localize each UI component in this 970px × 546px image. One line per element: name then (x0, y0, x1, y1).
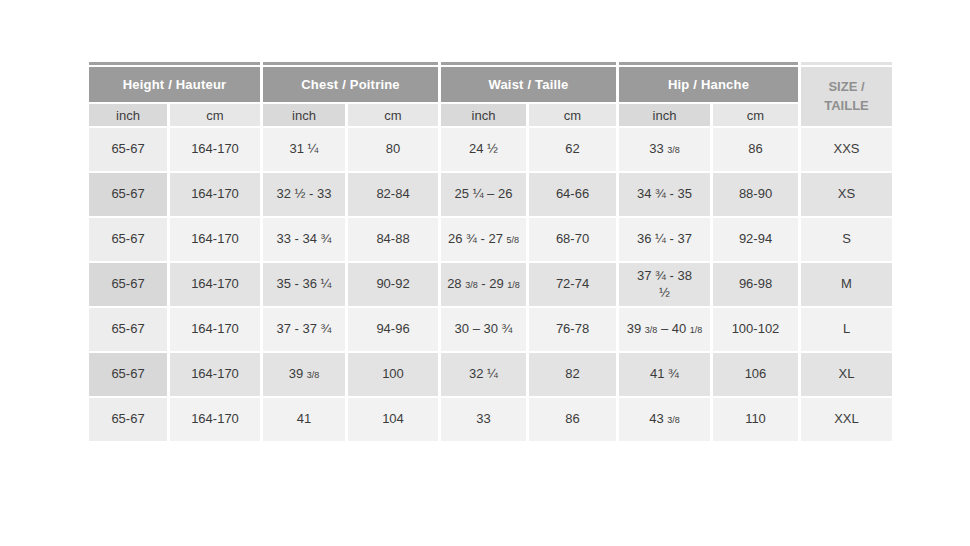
subheader-height-inch: inch (89, 104, 167, 126)
cell-size: S (801, 218, 892, 261)
cell-chest-inch: 41 (263, 398, 345, 441)
cell-waist-inch: 32 ¼ (441, 353, 526, 396)
top-border-row (89, 62, 892, 65)
cell-hip-cm: 86 (713, 128, 798, 171)
cell-height-cm: 164-170 (170, 263, 260, 306)
table-row-s: 65-67 164-170 33 - 34 ¾ 84-88 26 ¾ - 27 … (89, 218, 892, 261)
cell-chest-inch: 31 ¼ (263, 128, 345, 171)
cell-waist-inch: 24 ½ (441, 128, 526, 171)
top-border-segment (441, 62, 616, 65)
subheader-hip-cm: cm (713, 104, 798, 126)
cell-hip-inch: 39 3/8 – 40 1/8 (619, 308, 710, 351)
top-border-segment (89, 62, 260, 65)
subheader-hip-inch: inch (619, 104, 710, 126)
cell-chest-cm: 84-88 (348, 218, 438, 261)
cell-hip-cm: 106 (713, 353, 798, 396)
cell-height-cm: 164-170 (170, 218, 260, 261)
cell-waist-cm: 82 (529, 353, 616, 396)
cell-chest-inch: 32 ½ - 33 (263, 173, 345, 216)
cell-waist-inch: 33 (441, 398, 526, 441)
cell-height-inch: 65-67 (89, 173, 167, 216)
cell-height-inch: 65-67 (89, 263, 167, 306)
cell-waist-inch: 28 3/8 - 29 1/8 (441, 263, 526, 306)
subheader-chest-inch: inch (263, 104, 345, 126)
cell-height-inch: 65-67 (89, 308, 167, 351)
cell-height-cm: 164-170 (170, 173, 260, 216)
cell-hip-cm: 110 (713, 398, 798, 441)
size-chart-table: Height / Hauteur Chest / Poitrine Waist … (86, 60, 895, 443)
column-group-chest: Chest / Poitrine (263, 67, 438, 102)
cell-chest-cm: 104 (348, 398, 438, 441)
cell-waist-cm: 68-70 (529, 218, 616, 261)
cell-hip-inch: 36 ¼ - 37 (619, 218, 710, 261)
cell-hip-cm: 92-94 (713, 218, 798, 261)
cell-chest-cm: 90-92 (348, 263, 438, 306)
cell-waist-inch: 25 ¼ – 26 (441, 173, 526, 216)
cell-height-inch: 65-67 (89, 218, 167, 261)
cell-hip-inch: 37 ¾ - 38 ½ (619, 263, 710, 306)
size-header-line2: TAILLE (802, 97, 891, 116)
subheader-waist-cm: cm (529, 104, 616, 126)
table-row-l: 65-67 164-170 37 - 37 ¾ 94-96 30 – 30 ¾ … (89, 308, 892, 351)
table-row-xxl: 65-67 164-170 41 104 33 86 43 3/8 110 XX… (89, 398, 892, 441)
cell-chest-inch: 33 - 34 ¾ (263, 218, 345, 261)
cell-chest-inch: 39 3/8 (263, 353, 345, 396)
size-header-line1: SIZE / (802, 78, 891, 97)
cell-chest-cm: 94-96 (348, 308, 438, 351)
cell-chest-cm: 100 (348, 353, 438, 396)
table-row-xl: 65-67 164-170 39 3/8 100 32 ¼ 82 41 ¾ 10… (89, 353, 892, 396)
cell-size: XL (801, 353, 892, 396)
cell-hip-inch: 34 ¾ - 35 (619, 173, 710, 216)
table-row-xs: 65-67 164-170 32 ½ - 33 82-84 25 ¼ – 26 … (89, 173, 892, 216)
cell-hip-cm: 96-98 (713, 263, 798, 306)
cell-height-inch: 65-67 (89, 353, 167, 396)
cell-chest-inch: 37 - 37 ¾ (263, 308, 345, 351)
top-border-segment (619, 62, 798, 65)
cell-hip-inch: 33 3/8 (619, 128, 710, 171)
top-border-segment (263, 62, 438, 65)
size-header: SIZE / TAILLE (801, 67, 892, 126)
cell-height-cm: 164-170 (170, 128, 260, 171)
cell-hip-cm: 100-102 (713, 308, 798, 351)
cell-waist-cm: 64-66 (529, 173, 616, 216)
table-row-xxs: 65-67 164-170 31 ¼ 80 24 ½ 62 33 3/8 86 … (89, 128, 892, 171)
subheader-waist-inch: inch (441, 104, 526, 126)
column-group-waist: Waist / Taille (441, 67, 616, 102)
cell-height-cm: 164-170 (170, 308, 260, 351)
cell-waist-cm: 72-74 (529, 263, 616, 306)
cell-hip-cm: 88-90 (713, 173, 798, 216)
subheader-chest-cm: cm (348, 104, 438, 126)
cell-size: M (801, 263, 892, 306)
cell-size: XXL (801, 398, 892, 441)
cell-hip-inch: 41 ¾ (619, 353, 710, 396)
cell-chest-inch: 35 - 36 ¼ (263, 263, 345, 306)
cell-chest-cm: 82-84 (348, 173, 438, 216)
column-group-height: Height / Hauteur (89, 67, 260, 102)
cell-height-inch: 65-67 (89, 398, 167, 441)
table-row-m: 65-67 164-170 35 - 36 ¼ 90-92 28 3/8 - 2… (89, 263, 892, 306)
subheader-row: inch cm inch cm inch cm inch cm (89, 104, 892, 126)
cell-waist-cm: 76-78 (529, 308, 616, 351)
top-border-segment-size (801, 62, 892, 65)
cell-chest-cm: 80 (348, 128, 438, 171)
cell-size: L (801, 308, 892, 351)
cell-waist-cm: 86 (529, 398, 616, 441)
cell-height-cm: 164-170 (170, 353, 260, 396)
cell-hip-inch: 43 3/8 (619, 398, 710, 441)
cell-waist-inch: 26 ¾ - 27 5/8 (441, 218, 526, 261)
header-row: Height / Hauteur Chest / Poitrine Waist … (89, 67, 892, 102)
cell-height-cm: 164-170 (170, 398, 260, 441)
column-group-hip: Hip / Hanche (619, 67, 798, 102)
cell-waist-cm: 62 (529, 128, 616, 171)
size-chart: Height / Hauteur Chest / Poitrine Waist … (86, 60, 895, 443)
subheader-height-cm: cm (170, 104, 260, 126)
cell-height-inch: 65-67 (89, 128, 167, 171)
cell-waist-inch: 30 – 30 ¾ (441, 308, 526, 351)
cell-size: XXS (801, 128, 892, 171)
cell-size: XS (801, 173, 892, 216)
